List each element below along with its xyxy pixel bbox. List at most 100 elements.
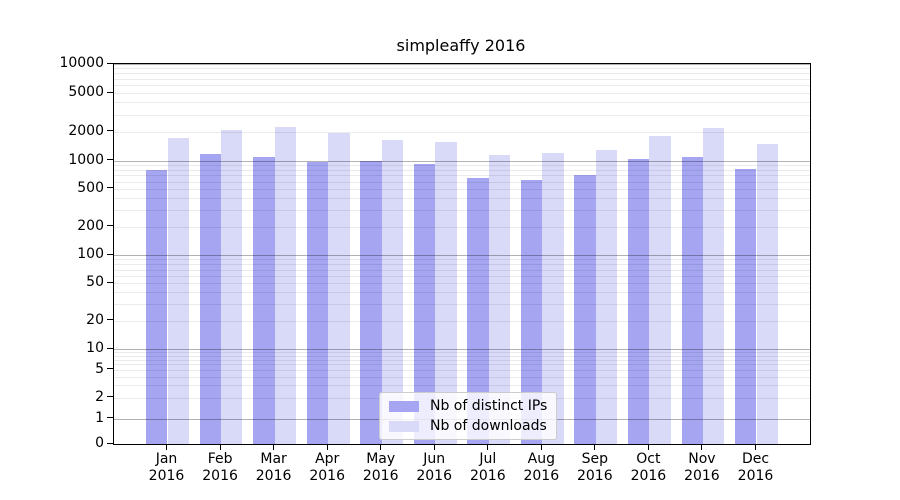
bar-downloads-jul <box>488 155 511 444</box>
gridline-minor <box>114 181 810 183</box>
x-tick-year: 2016 <box>416 468 452 484</box>
y-axis-tick-label: 50 <box>86 274 104 291</box>
gridline-minor <box>114 304 810 306</box>
gridline-minor <box>114 198 810 200</box>
bar-ips-dec <box>735 168 757 444</box>
x-tick-month: Jul <box>479 451 497 467</box>
gridline-minor <box>114 269 810 271</box>
bar-downloads-apr <box>328 132 350 444</box>
x-tick-year: 2016 <box>362 468 399 484</box>
y-axis-tick-label: 500 <box>77 179 104 196</box>
y-axis-tick-mark <box>107 187 113 189</box>
gridline-minor <box>114 85 810 87</box>
y-axis-tick-mark <box>107 442 113 444</box>
y-axis-tick-label: 1000 <box>68 151 104 168</box>
x-tick-year: 2016 <box>523 468 560 484</box>
y-axis-tick-label: 1 <box>95 409 104 426</box>
gridline-minor <box>114 102 810 104</box>
gridline-major <box>114 349 810 350</box>
x-axis-tick-mark <box>380 444 382 450</box>
y-axis-tick-label: 200 <box>77 217 104 234</box>
gridline-minor <box>114 188 810 190</box>
x-axis-tick-mark <box>273 444 275 450</box>
bar-ips-jul <box>467 177 489 444</box>
gridline-minor <box>114 73 810 75</box>
y-axis-tick-label: 10000 <box>59 55 104 71</box>
gridline-minor <box>114 114 810 116</box>
y-axis-tick-label: 10 <box>86 340 104 356</box>
x-axis-tick-label: May 2016 <box>351 451 411 485</box>
x-tick-year: 2016 <box>148 468 185 484</box>
gridline-minor <box>114 292 810 294</box>
y-axis-tick-label: 2000 <box>68 122 104 139</box>
x-tick-month: Aug <box>527 451 555 467</box>
x-axis-tick-label: Nov 2016 <box>672 451 732 485</box>
x-axis-tick-mark <box>219 444 221 450</box>
gridline-minor <box>114 209 810 211</box>
gridline-minor <box>114 264 810 266</box>
y-axis-tick-mark <box>107 368 113 370</box>
gridline-minor <box>114 169 810 171</box>
y-axis-tick-mark <box>107 417 113 418</box>
gridline-minor <box>114 175 810 177</box>
x-tick-month: Feb <box>207 451 233 467</box>
x-tick-month: Dec <box>741 451 770 467</box>
x-axis-tick-label: Dec 2016 <box>726 451 786 485</box>
bar-downloads-jun <box>435 141 457 444</box>
bar-downloads-feb <box>221 130 243 444</box>
bar-ips-nov <box>681 157 703 444</box>
x-axis-tick-label: Jun 2016 <box>404 451 464 485</box>
legend-row: Nb of distinct IPs <box>389 398 547 414</box>
legend: Nb of distinct IPs Nb of downloads <box>379 392 558 440</box>
x-tick-year: 2016 <box>202 468 238 484</box>
y-axis-tick-mark <box>107 347 113 349</box>
x-tick-year: 2016 <box>737 468 774 484</box>
gridline-minor <box>114 283 810 285</box>
y-axis-tick-mark <box>107 253 113 255</box>
legend-row: Nb of downloads <box>389 418 547 434</box>
gridline-minor <box>114 93 810 94</box>
x-tick-year: 2016 <box>684 468 720 484</box>
x-axis-tick-mark <box>540 444 542 450</box>
y-axis-tick-mark <box>107 319 113 321</box>
gridline-minor <box>114 226 810 228</box>
x-axis-tick-mark <box>166 444 167 450</box>
x-axis-tick-label: Jan 2016 <box>137 451 197 485</box>
gridline-minor <box>114 385 810 387</box>
chart-title: simpleaffy 2016 <box>396 36 526 55</box>
bar-downloads-jan <box>167 138 189 444</box>
gridline-minor <box>114 364 810 366</box>
x-tick-year: 2016 <box>309 468 345 484</box>
legend-label: Nb of downloads <box>430 418 547 434</box>
x-axis-tick-mark <box>326 444 328 450</box>
gridline-minor <box>114 259 810 261</box>
y-axis-tick-mark <box>107 91 113 93</box>
gridline-minor <box>114 164 810 166</box>
bar-ips-apr <box>306 162 329 444</box>
bar-ips-mar <box>253 156 275 444</box>
y-axis-tick-label: 5000 <box>68 84 104 100</box>
bar-downloads-nov <box>702 128 725 444</box>
x-axis-tick-label: Aug 2016 <box>511 451 571 485</box>
bar-downloads-may <box>381 139 404 444</box>
x-tick-month: Jun <box>423 451 446 467</box>
bar-ips-aug <box>520 179 543 444</box>
x-axis-tick-label: Jul 2016 <box>458 451 518 485</box>
x-tick-month: May <box>366 451 396 467</box>
gridline-minor <box>114 275 810 277</box>
plot-area: Nb of distinct IPs Nb of downloads <box>113 63 811 445</box>
y-axis-tick-label: 100 <box>77 246 104 262</box>
bar-ips-sep <box>574 175 596 444</box>
y-axis-tick-mark <box>107 225 113 227</box>
y-axis-tick-mark <box>107 396 113 398</box>
x-tick-year: 2016 <box>630 468 667 484</box>
x-axis-tick-label: Oct 2016 <box>618 451 678 485</box>
bar-downloads-oct <box>649 135 671 444</box>
x-axis-tick-mark <box>755 444 756 450</box>
y-axis-tick-label: 5 <box>95 360 104 377</box>
y-axis-tick-label: 20 <box>86 311 104 328</box>
gridline-minor <box>114 376 810 378</box>
bar-downloads-dec <box>756 144 778 444</box>
x-axis-tick-label: Mar 2016 <box>244 451 304 485</box>
legend-swatch-ips <box>389 400 419 412</box>
